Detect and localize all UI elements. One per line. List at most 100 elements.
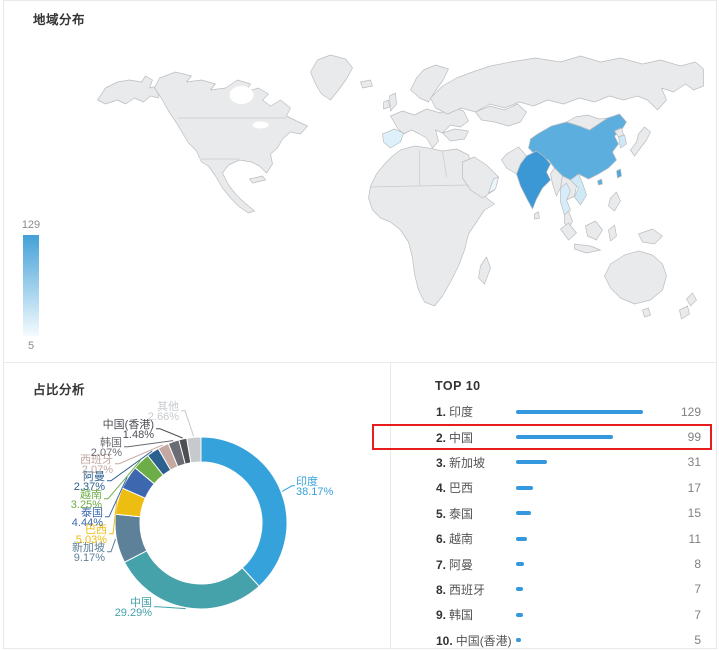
top10-row: 1. 印度 129: [391, 399, 716, 424]
pie-label-line: [107, 538, 116, 553]
top10-row-label: 9. 韩国: [436, 606, 516, 623]
top10-bar-track: [516, 562, 661, 567]
pie-label-percent: 9.17%: [74, 552, 105, 564]
highlight-annotation-box: [372, 424, 712, 450]
top10-value: 5: [694, 633, 701, 648]
top10-value: 8: [694, 557, 701, 572]
pie-label-name: 中国: [130, 596, 152, 609]
top10-row: 7. 阿曼 8: [391, 551, 716, 576]
panel-frame: [3, 0, 717, 649]
pie-label-percent: 2.07%: [91, 447, 122, 459]
pie-label-name: 巴西: [85, 524, 107, 536]
top10-bar[interactable]: [516, 460, 547, 465]
top10-rank: 7.: [436, 557, 447, 572]
pie-label-name: 泰国: [81, 505, 103, 519]
top10-row-label: 5. 泰国: [436, 505, 516, 522]
panel-divider-vertical: [390, 362, 391, 648]
top10-row: 5. 泰国 15: [391, 501, 716, 526]
top10-row-label: 10. 中国(香港): [436, 632, 516, 649]
legend-max-value: 129: [21, 219, 41, 231]
top10-row-label: 4. 巴西: [436, 479, 516, 496]
top10-row-label: 2. 中国: [436, 429, 516, 446]
top10-bar-track: [516, 536, 661, 541]
top10-country-name: 韩国: [449, 608, 474, 623]
top10-value: 31: [687, 455, 701, 470]
top10-row: 4. 巴西 17: [391, 475, 716, 500]
top10-bar[interactable]: [516, 435, 613, 440]
top10-country-name: 阿曼: [449, 557, 474, 572]
top10-rank: 6.: [436, 532, 447, 547]
top10-row-label: 3. 新加坡: [436, 454, 516, 471]
pie-label-percent: 2.37%: [74, 481, 105, 493]
pie-label-percent: 2.66%: [148, 411, 179, 423]
map-color-legend: 129 5: [15, 218, 47, 353]
pie-label-line: [281, 485, 295, 492]
top10-rank: 9.: [436, 608, 447, 623]
top10-bar[interactable]: [516, 511, 531, 516]
top10-bar[interactable]: [516, 485, 533, 490]
top10-bar-track: [516, 485, 661, 490]
top10-bar-track: [516, 587, 661, 592]
top10-bar[interactable]: [516, 638, 521, 643]
top10-value: 11: [688, 531, 701, 546]
pie-label-percent: 2.07%: [82, 464, 113, 476]
top10-rank: 8.: [436, 582, 447, 597]
top10-country-name: 中国: [449, 430, 474, 445]
top10-row: 6. 越南 11: [391, 526, 716, 551]
pie-label-name: 其他: [157, 400, 179, 413]
legend-gradient-bar[interactable]: [23, 235, 39, 336]
top10-panel-title: TOP 10: [435, 379, 481, 393]
top10-country-name: 印度: [449, 405, 474, 420]
legend-min-value: 5: [27, 340, 35, 352]
pie-label-line: [107, 450, 153, 482]
pie-label-name: 中国(香港): [103, 418, 154, 431]
top10-row-label: 6. 越南: [436, 530, 516, 547]
top10-bar[interactable]: [516, 536, 527, 541]
top10-list: 1. 印度 129 2. 中国 99 3. 新加坡 31 4. 巴西 17 5. 泰国 15 6. 越南 11 7.…: [391, 399, 716, 650]
map-panel-title: 地域分布: [33, 13, 86, 27]
top10-row: 9. 韩国 7: [391, 602, 716, 627]
panel-divider-horizontal: [3, 362, 716, 363]
top10-country-name: 越南: [449, 532, 474, 547]
top10-value: 15: [687, 506, 701, 521]
top10-bar-track: [516, 638, 661, 643]
top10-row-label: 7. 阿曼: [436, 556, 516, 573]
top10-country-name: 中国(香港): [455, 633, 512, 648]
top10-bar-track: [516, 409, 661, 414]
top10-rank: 5.: [436, 506, 447, 521]
top10-value: 99: [687, 430, 701, 445]
pie-label-line: [156, 428, 183, 439]
top10-bar[interactable]: [516, 562, 524, 567]
pie-slice[interactable]: [186, 436, 202, 464]
top10-row-label: 8. 西班牙: [436, 581, 516, 598]
pie-label-percent: 4.44%: [72, 517, 103, 529]
top10-bar[interactable]: [516, 409, 643, 414]
top10-rank: 2.: [436, 430, 447, 445]
top10-row: 10. 中国(香港) 5: [391, 628, 716, 650]
world-choropleth-map[interactable]: [88, 38, 706, 363]
top10-rank: 3.: [436, 455, 447, 470]
top10-value: 7: [694, 607, 701, 622]
pie-label-line: [154, 606, 186, 610]
top10-bar-track: [516, 511, 661, 516]
pie-label-name: 印度: [296, 474, 318, 488]
pie-label-line: [181, 410, 195, 437]
top10-bar-track: [516, 612, 661, 617]
top10-rank: 4.: [436, 481, 447, 496]
pie-label-name: 阿曼: [83, 470, 105, 483]
top10-row: 3. 新加坡 31: [391, 450, 716, 475]
pie-label-line: [104, 460, 141, 500]
top10-bar[interactable]: [516, 587, 523, 592]
pie-label-name: 西班牙: [80, 453, 113, 466]
pie-label-percent: 29.29%: [115, 607, 153, 619]
pie-label-line: [109, 500, 118, 535]
pie-label-percent: 5.03%: [76, 534, 107, 546]
pie-slice[interactable]: [200, 436, 288, 588]
top10-bar[interactable]: [516, 612, 523, 617]
top10-row: 8. 西班牙 7: [391, 577, 716, 602]
pie-label-line: [124, 440, 174, 448]
pie-label-percent: 38.17%: [296, 486, 334, 498]
pie-label-percent: 1.48%: [123, 429, 154, 441]
